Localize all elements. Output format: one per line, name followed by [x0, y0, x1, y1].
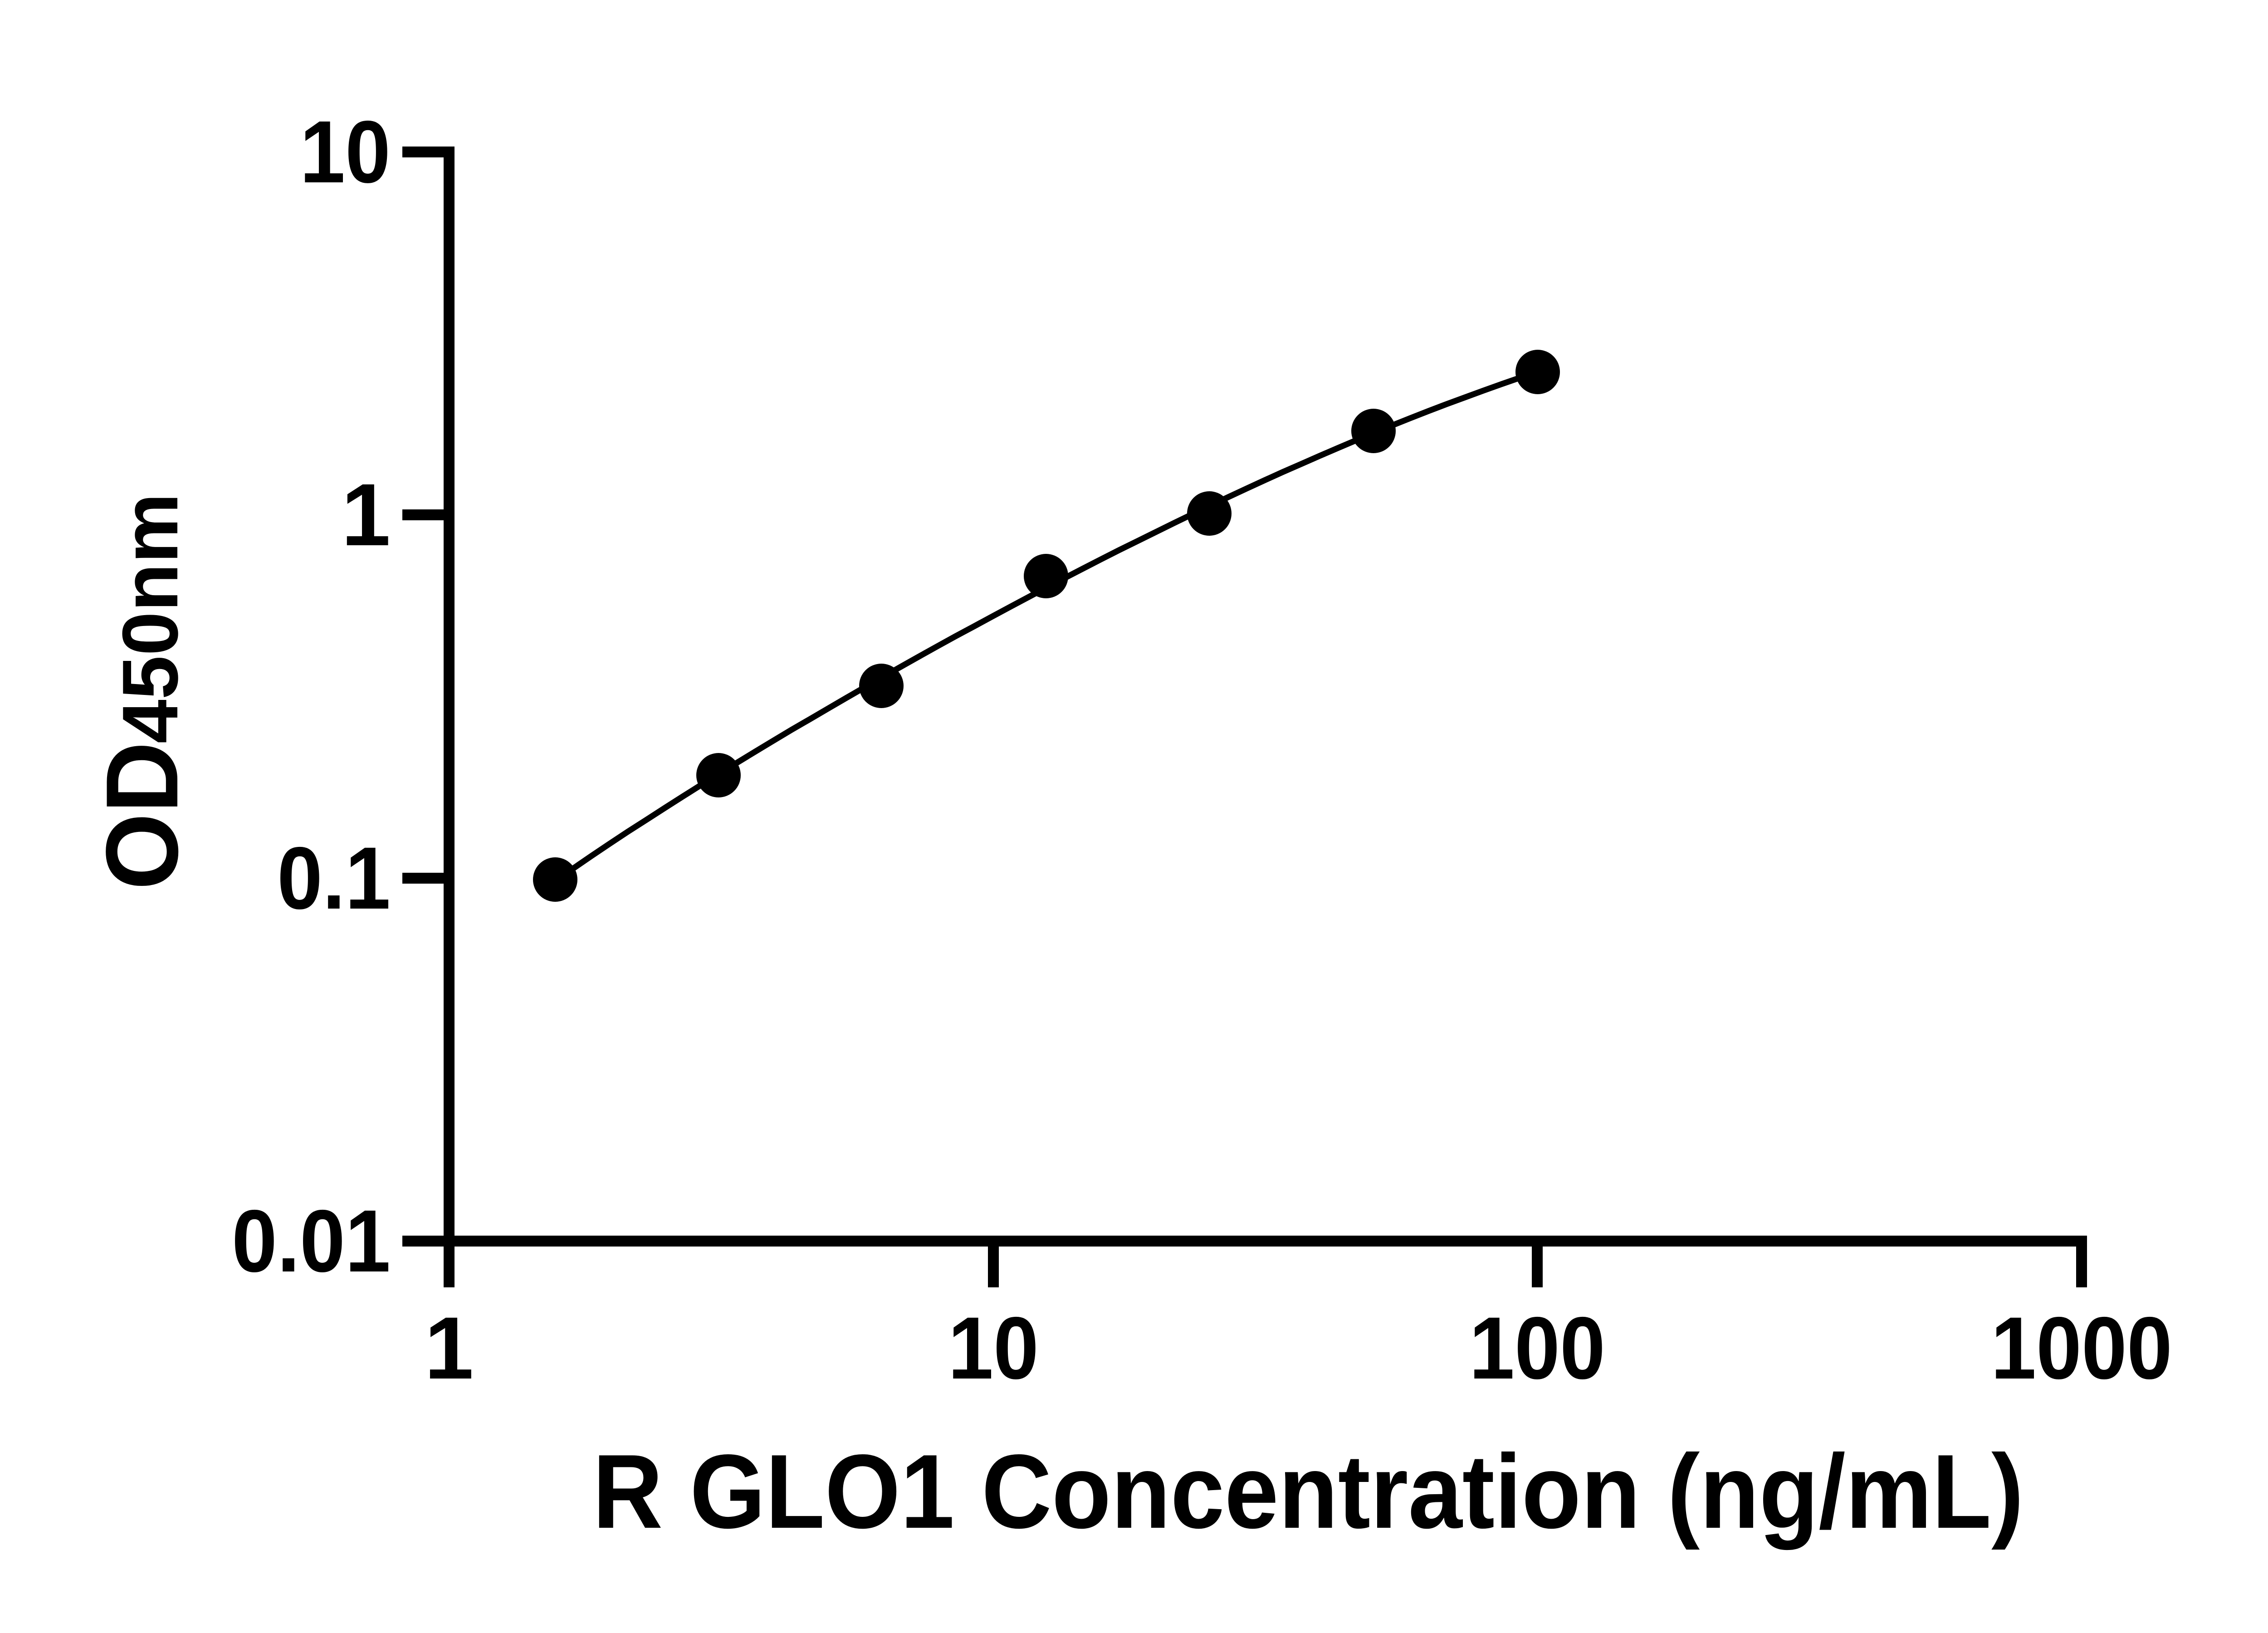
svg-text:0.1: 0.1	[277, 829, 391, 928]
svg-text:1: 1	[425, 1299, 474, 1398]
svg-text:450nm: 450nm	[106, 493, 194, 743]
svg-text:OD: OD	[84, 742, 199, 890]
svg-text:1000: 1000	[1991, 1299, 2172, 1398]
svg-text:1: 1	[342, 465, 391, 564]
svg-text:10: 10	[948, 1299, 1039, 1398]
svg-text:100: 100	[1469, 1299, 1605, 1398]
svg-text:0.01: 0.01	[232, 1192, 391, 1291]
svg-text:10: 10	[300, 103, 391, 201]
svg-text:R GLO1 Concentration (ng/mL): R GLO1 Concentration (ng/mL)	[593, 1433, 2024, 1550]
